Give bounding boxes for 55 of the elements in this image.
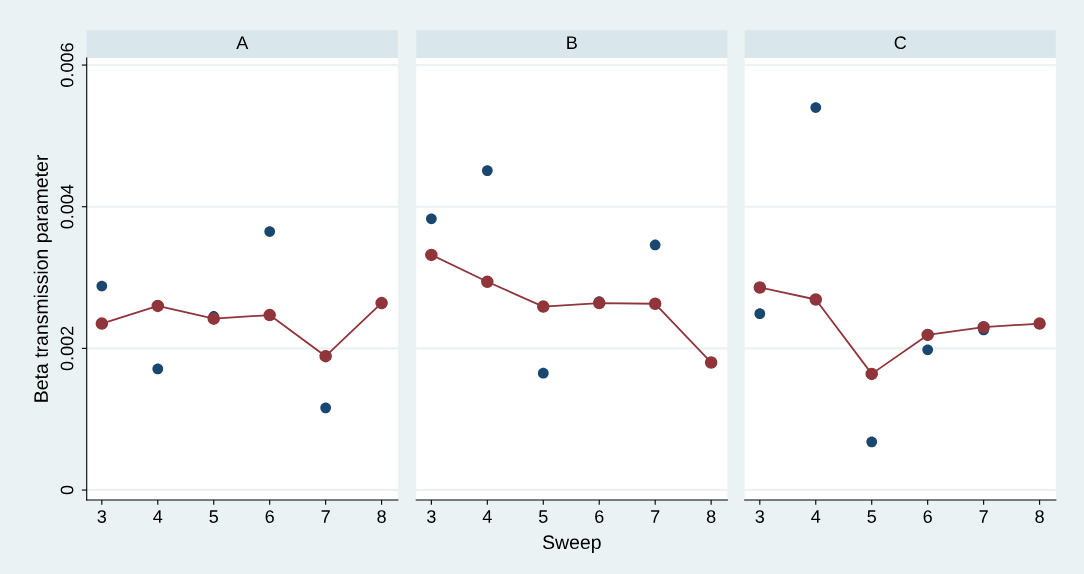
point (481, 165, 493, 176)
point (481, 275, 494, 289)
y-tick-label: 0.006 (60, 43, 74, 87)
point (648, 297, 662, 311)
x-tick-label: 6 (265, 510, 274, 523)
point (922, 344, 934, 356)
y-tick-label: 0.002 (60, 326, 74, 371)
point (810, 102, 822, 113)
y-axis-title: Beta transmission parameter (33, 155, 52, 402)
x-tick-label: 3 (755, 510, 765, 523)
point (375, 296, 388, 310)
x-tick-label: 5 (867, 510, 876, 523)
point (704, 356, 718, 369)
x-tick-label: 4 (153, 510, 163, 523)
y-tick-label: 0 (60, 485, 74, 495)
point (320, 402, 332, 414)
x-tick-label: 6 (595, 510, 604, 523)
point (921, 328, 934, 342)
point (649, 239, 661, 251)
y-tick-label: 0.004 (60, 184, 74, 229)
x-tick-label: 5 (209, 510, 218, 523)
x-tick-label: 8 (1035, 510, 1044, 523)
point (95, 317, 109, 330)
point (319, 349, 332, 363)
x-tick-label: 8 (706, 510, 716, 523)
point (865, 367, 878, 381)
x-tick-label: 3 (427, 510, 436, 523)
point (425, 248, 438, 262)
point (1033, 317, 1046, 330)
point (96, 280, 108, 292)
x-tick-label: 8 (377, 510, 386, 523)
x-tick-label: 6 (923, 510, 932, 523)
chart-title: B (567, 36, 577, 49)
point (151, 299, 165, 313)
point (866, 436, 878, 448)
point (425, 213, 437, 225)
x-axis-title: Sweep (542, 535, 601, 553)
x-tick-label: 3 (97, 510, 107, 523)
point (537, 367, 549, 379)
point (754, 308, 766, 320)
point (264, 226, 276, 237)
x-tick-label: 4 (482, 510, 492, 523)
point (809, 293, 823, 306)
chart-title: C (894, 36, 907, 50)
x-tick-label: 4 (811, 510, 821, 523)
chart-title: A (236, 36, 249, 49)
x-tick-label: 5 (538, 510, 548, 523)
x-tick-label: 7 (979, 510, 988, 523)
point (753, 281, 767, 294)
x-tick-label: 7 (651, 510, 660, 523)
point (263, 308, 276, 322)
point (977, 320, 990, 334)
x-tick-label: 7 (321, 510, 330, 523)
point (537, 300, 550, 313)
point (152, 363, 164, 375)
